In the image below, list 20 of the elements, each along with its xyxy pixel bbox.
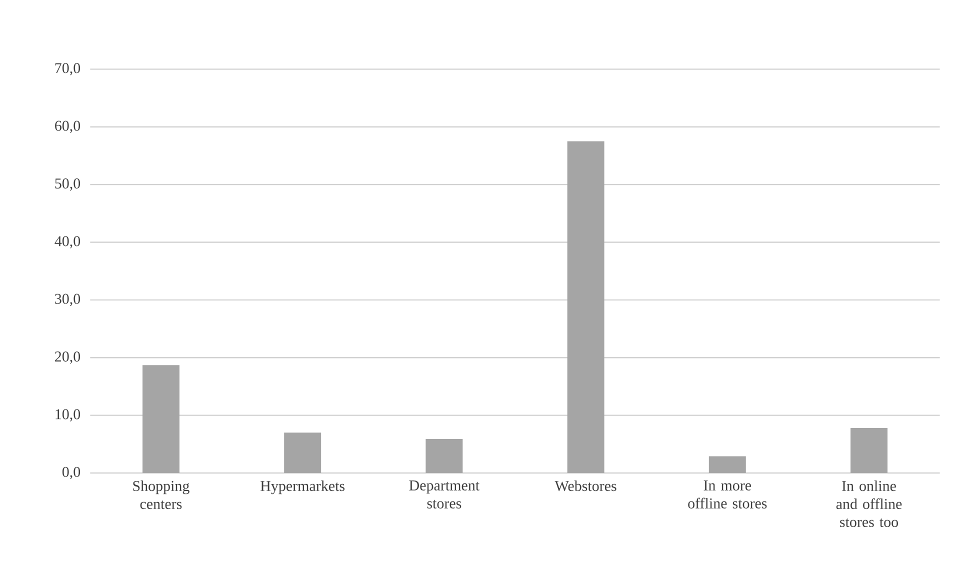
x-tick-label: Department stores (409, 480, 480, 508)
y-tick-label: 70,0 (55, 62, 80, 76)
x-tick-label: Webstores (554, 480, 616, 492)
y-tick-label: 30,0 (55, 294, 80, 306)
bar (567, 141, 604, 473)
x-tick-label: Hypermarkets (260, 480, 344, 494)
x-tick-label: In online and offline stores too (836, 480, 902, 527)
y-tick-label: 60,0 (55, 120, 80, 133)
bar (426, 438, 463, 473)
bar (708, 456, 746, 473)
bar (142, 365, 180, 473)
y-tick-label: 50,0 (55, 178, 80, 191)
bar (284, 432, 322, 473)
x-tick-label: In more offline stores (688, 480, 767, 508)
bar (850, 428, 888, 473)
x-tick-label: Shopping centers (133, 480, 190, 509)
y-tick-label: 0,0 (62, 466, 80, 480)
y-tick-label: 40,0 (54, 236, 80, 248)
y-tick-label: 20,0 (55, 351, 80, 364)
y-tick-label: 10,0 (56, 409, 80, 422)
